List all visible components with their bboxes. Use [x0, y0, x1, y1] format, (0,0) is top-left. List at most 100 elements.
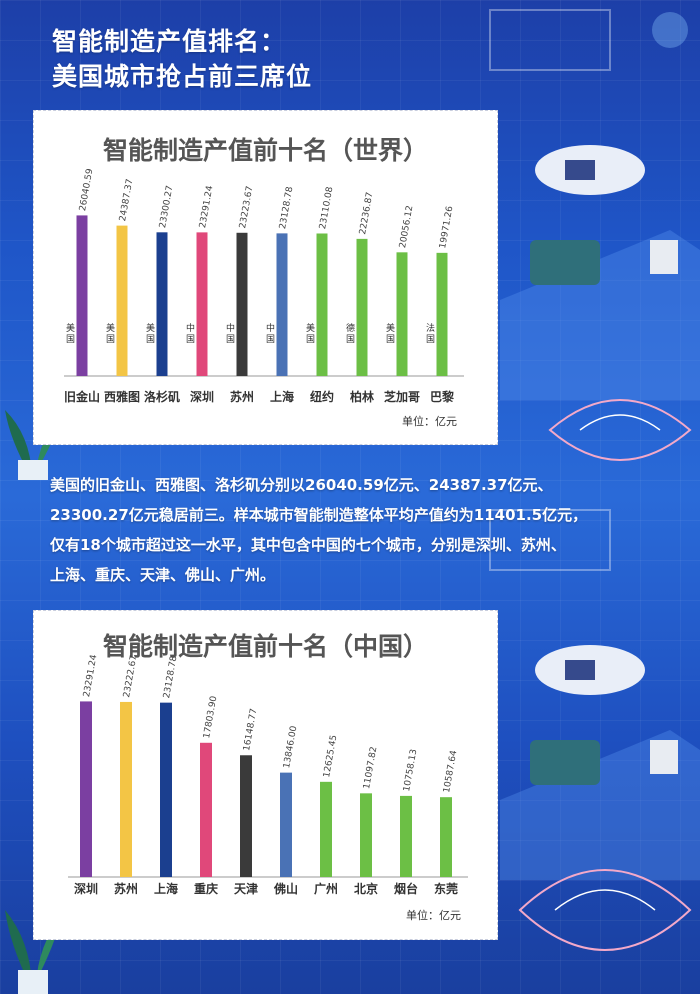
- category-label: 天津: [234, 881, 258, 896]
- category-label: 苏州: [114, 881, 138, 896]
- category-label: 芝加哥: [384, 389, 420, 404]
- category-label: 北京: [354, 881, 378, 896]
- category-label: 旧金山: [64, 389, 100, 404]
- bar-广州: [320, 781, 332, 877]
- bar-佛山: [280, 772, 292, 877]
- value-label: 23291.24: [82, 654, 99, 698]
- category-label: 东莞: [434, 881, 458, 896]
- value-label: 26040.59: [78, 168, 95, 212]
- country-label: 国: [66, 334, 75, 345]
- country-label: 国: [426, 334, 435, 345]
- bar-深圳: [196, 232, 208, 376]
- unit-label: 单位：亿元: [402, 414, 457, 428]
- factory-illustration-top: [489, 9, 700, 400]
- world-chart: 26040.59旧金山美国24387.37西雅图美国23300.27洛杉矶美国2…: [64, 168, 464, 428]
- value-label: 12625.45: [322, 734, 339, 778]
- country-label: 美: [386, 322, 395, 334]
- category-label: 上海: [270, 389, 294, 404]
- bar-天津: [240, 755, 252, 877]
- value-label: 17803.90: [202, 695, 219, 739]
- bar-东莞: [440, 797, 452, 877]
- country-label: 中: [226, 322, 235, 334]
- headline-line2: 美国城市抢占前三席位: [52, 62, 313, 91]
- category-label: 苏州: [230, 389, 254, 404]
- country-label: 国: [186, 334, 195, 345]
- country-label: 法: [426, 322, 435, 334]
- bar-芝加哥: [396, 252, 408, 376]
- rocket-outline-top: [548, 399, 692, 461]
- bar-西雅图: [116, 225, 128, 376]
- bar-苏州: [236, 232, 248, 376]
- category-label: 广州: [314, 881, 338, 896]
- value-label: 23110.08: [318, 186, 335, 230]
- country-label: 美: [306, 322, 315, 334]
- bar-柏林: [356, 238, 368, 376]
- value-label: 23128.78: [162, 655, 179, 699]
- country-label: 国: [146, 334, 155, 345]
- country-label: 德: [346, 322, 355, 334]
- country-label: 美: [146, 322, 155, 334]
- summary-line3: 仅有18个城市超过这一水平，其中包含中国的七个城市，分别是深圳、苏州、: [50, 536, 566, 554]
- value-label: 24387.37: [118, 178, 135, 222]
- category-label: 纽约: [310, 389, 334, 404]
- headline: 智能制造产值排名： 美国城市抢占前三席位: [52, 24, 312, 94]
- unit-label: 单位：亿元: [406, 908, 461, 922]
- value-label: 23291.24: [198, 185, 215, 229]
- headline-line1: 智能制造产值排名：: [52, 27, 287, 56]
- value-label: 23223.67: [238, 185, 255, 229]
- world-chart-card: 智能制造产值前十名（世界） 26040.59 旧金山美国 24387.37 西雅图美国…: [33, 110, 498, 445]
- country-label: 美: [66, 322, 75, 334]
- summary-line2: 23300.27亿元稳居前三。样本城市智能制造整体平均产值约为11401.5亿元…: [50, 506, 588, 524]
- bar-旧金山: [76, 215, 88, 376]
- category-label: 西雅图: [104, 389, 140, 404]
- country-label: 国: [106, 334, 115, 345]
- bar-烟台: [400, 795, 412, 877]
- country-label: 中: [266, 322, 275, 334]
- value-label: 22236.87: [358, 191, 375, 235]
- value-label: 23222.67: [122, 654, 139, 698]
- category-label: 上海: [154, 881, 178, 896]
- world-chart-title: 智能制造产值前十名（世界）: [102, 136, 428, 165]
- country-label: 美: [106, 322, 115, 334]
- category-label: 深圳: [190, 389, 214, 404]
- value-label: 20056.12: [398, 205, 415, 249]
- country-label: 国: [386, 334, 395, 345]
- bar-上海: [276, 233, 288, 376]
- value-label: 19971.26: [438, 205, 455, 249]
- value-label: 13846.00: [282, 725, 299, 769]
- bar-深圳: [80, 701, 92, 877]
- value-label: 10587.64: [442, 749, 459, 793]
- country-label: 中: [186, 322, 195, 334]
- summary-line4: 上海、重庆、天津、佛山、广州。: [50, 566, 276, 584]
- rocket-outline-bottom: [518, 869, 692, 951]
- value-label: 23128.78: [278, 186, 295, 230]
- country-label: 国: [306, 334, 315, 345]
- china-chart-title: 智能制造产值前十名（中国）: [102, 632, 428, 661]
- value-label: 16148.77: [242, 708, 259, 752]
- bar-北京: [360, 793, 372, 877]
- bar-纽约: [316, 233, 328, 376]
- category-label: 柏林: [350, 389, 374, 404]
- bar-重庆: [200, 742, 212, 877]
- factory-illustration-bottom: [489, 509, 700, 880]
- bar-洛杉矶: [156, 232, 168, 376]
- category-label: 洛杉矶: [144, 389, 180, 404]
- summary-paragraph: 美国的旧金山、西雅图、洛杉矶分别以26040.59亿元、24387.37亿元、 …: [50, 470, 690, 590]
- summary-line1: 美国的旧金山、西雅图、洛杉矶分别以26040.59亿元、24387.37亿元、: [50, 476, 553, 494]
- china-chart: 23291.24 深圳 23222.67 苏州 23128.78 上海 17803.90 重庆…: [68, 654, 468, 922]
- bar-上海: [160, 702, 172, 877]
- china-chart-card: 智能制造产值前十名（中国） 23291.24 深圳 23222.67 苏州 23128.…: [33, 610, 498, 940]
- category-label: 重庆: [194, 881, 218, 896]
- value-label: 11097.82: [362, 746, 379, 790]
- country-label: 国: [266, 334, 275, 345]
- bar-苏州: [120, 701, 132, 877]
- category-label: 巴黎: [430, 389, 454, 404]
- value-label: 10758.13: [402, 748, 419, 792]
- country-label: 国: [226, 334, 235, 345]
- category-label: 烟台: [394, 881, 418, 896]
- country-label: 国: [346, 334, 355, 345]
- value-label: 23300.27: [158, 185, 175, 229]
- category-label: 佛山: [273, 881, 298, 896]
- bar-巴黎: [436, 252, 448, 376]
- category-label: 深圳: [74, 881, 98, 896]
